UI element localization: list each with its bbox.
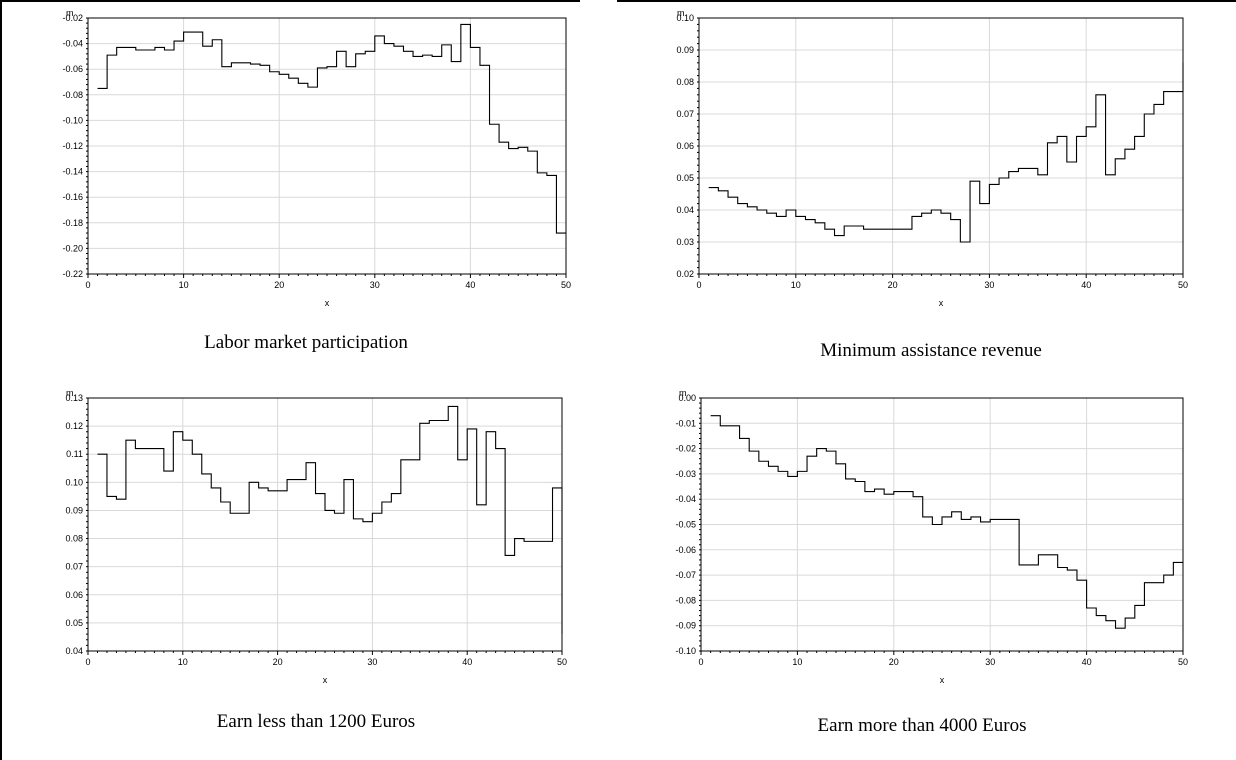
y-tick-label: -0.08 [675, 595, 696, 605]
x-tick-label: 10 [791, 280, 801, 290]
y-tick-label: 0.02 [676, 269, 694, 279]
y-tick-label: -0.06 [62, 64, 83, 74]
y-tick-label: -0.05 [675, 520, 696, 530]
y-tick-label: -0.12 [62, 141, 83, 151]
y-tick-label: 0.09 [676, 45, 694, 55]
series-line [97, 405, 563, 635]
x-tick-label: 50 [1178, 657, 1188, 667]
x-tick-label: 20 [888, 280, 898, 290]
y-tick-label: 0.10 [65, 477, 83, 487]
chart-title: Labor market participation [204, 332, 408, 353]
page-border-left [0, 0, 2, 760]
x-tick-label: 0 [698, 657, 703, 667]
x-tick-label: 30 [370, 280, 380, 290]
x-tick-label: 10 [792, 657, 802, 667]
y-tick-label: 0.00 [678, 393, 696, 403]
x-axis-label: x [939, 298, 944, 308]
y-tick-label: -0.01 [675, 418, 696, 428]
x-tick-label: 30 [984, 280, 994, 290]
y-tick-label: -0.10 [62, 115, 83, 125]
chart-labor-market: 0 10 20 30 40 50 -0.22 -0.20 -0.18 -0.16 -0.14 -0.1… [62, 8, 571, 308]
y-tick-label: 0.11 [66, 449, 83, 459]
chart-panel-minimum-assistance: 0 10 20 30 40 50 0.02 0.03 0.04 0.05 0.06 0.07 0.08 0… [617, 8, 1217, 380]
y-tick-label: -0.20 [62, 243, 83, 253]
x-tick-label: 0 [696, 280, 701, 290]
x-tick-label: 0 [85, 280, 90, 290]
chart-title: Earn less than 1200 Euros [216, 711, 416, 732]
chart-panel-earn-less-1200: 0 10 20 30 40 50 0.04 0.05 0.06 0.07 0.08 0.09 0.10 0… [40, 385, 580, 735]
x-tick-label: 20 [889, 657, 899, 667]
y-tick-label: -0.02 [62, 13, 83, 23]
page-border-top-left [0, 0, 580, 2]
y-tick-label: -0.18 [62, 218, 83, 228]
y-axis-label: m [677, 8, 685, 18]
y-tick-label: -0.16 [62, 192, 83, 202]
x-tick-label: 50 [1178, 280, 1188, 290]
chart-panel-earn-more-4000: 0 10 20 30 40 50 -0.10 -0.09 -0.08 -0.07 -0.06 -0.0… [617, 385, 1217, 736]
y-tick-label: 0.08 [676, 77, 694, 87]
y-tick-label: 0.10 [676, 13, 694, 23]
y-tick-label: 0.05 [676, 173, 694, 183]
y-tick-label: 0.07 [65, 562, 83, 572]
chart-title: Minimum assistance revenue [820, 340, 1042, 361]
x-axis-label: x [325, 298, 330, 308]
y-tick-label: 0.04 [65, 646, 83, 656]
x-tick-label: 40 [1081, 280, 1091, 290]
chart-earn-more-4000: 0 10 20 30 40 50 -0.10 -0.09 -0.08 -0.07 -0.06 -0.0… [675, 388, 1188, 685]
series-line [708, 62, 1184, 243]
y-tick-label: 0.06 [65, 590, 83, 600]
series-line [710, 415, 1183, 629]
x-tick-label: 0 [85, 657, 90, 667]
series-line [97, 23, 566, 234]
chart-panel-labor-market: 0 10 20 30 40 50 -0.22 -0.20 -0.18 -0.16 -0.14 -0.1… [40, 8, 580, 380]
y-tick-label: 0.08 [65, 534, 83, 544]
x-tick-label: 10 [178, 657, 188, 667]
y-axis-label: m [66, 8, 74, 18]
x-tick-label: 20 [273, 657, 283, 667]
y-tick-label: -0.03 [675, 469, 696, 479]
chart-title: Earn more than 4000 Euros [817, 715, 1027, 736]
y-tick-label: -0.08 [62, 90, 83, 100]
y-tick-label: 0.03 [676, 237, 694, 247]
x-tick-label: 30 [367, 657, 377, 667]
x-tick-label: 40 [1082, 657, 1092, 667]
y-tick-label: -0.04 [62, 39, 83, 49]
y-tick-label: -0.06 [675, 545, 696, 555]
chart-earn-less-1200: 0 10 20 30 40 50 0.04 0.05 0.06 0.07 0.08 0.09 0.10 0… [65, 388, 567, 685]
y-axis-label: m [679, 388, 687, 398]
y-tick-label: -0.09 [675, 621, 696, 631]
y-tick-label: -0.02 [675, 444, 696, 454]
x-tick-label: 40 [465, 280, 475, 290]
x-tick-label: 40 [462, 657, 472, 667]
y-tick-label: 0.04 [676, 205, 694, 215]
y-tick-label: -0.10 [675, 646, 696, 656]
y-axis-label: m [66, 388, 74, 398]
x-tick-label: 20 [274, 280, 284, 290]
x-axis-label: x [940, 675, 945, 685]
y-tick-label: 0.09 [65, 505, 83, 515]
x-tick-label: 10 [179, 280, 189, 290]
y-tick-label: -0.04 [675, 494, 696, 504]
y-tick-label: 0.13 [65, 393, 83, 403]
x-tick-label: 30 [985, 657, 995, 667]
plot-frame [87, 397, 563, 652]
y-tick-label: 0.12 [65, 421, 83, 431]
y-tick-label: 0.05 [65, 618, 83, 628]
x-axis-label: x [323, 675, 328, 685]
page-border-top-right [617, 0, 1236, 2]
x-tick-label: 50 [557, 657, 567, 667]
y-tick-label: -0.07 [675, 570, 696, 580]
y-tick-label: -0.22 [62, 269, 83, 279]
x-tick-label: 50 [561, 280, 571, 290]
chart-minimum-assistance: 0 10 20 30 40 50 0.02 0.03 0.04 0.05 0.06 0.07 0.08 0… [676, 8, 1188, 308]
y-tick-label: 0.06 [676, 141, 694, 151]
y-tick-label: -0.14 [62, 167, 83, 177]
y-tick-label: 0.07 [676, 109, 694, 119]
